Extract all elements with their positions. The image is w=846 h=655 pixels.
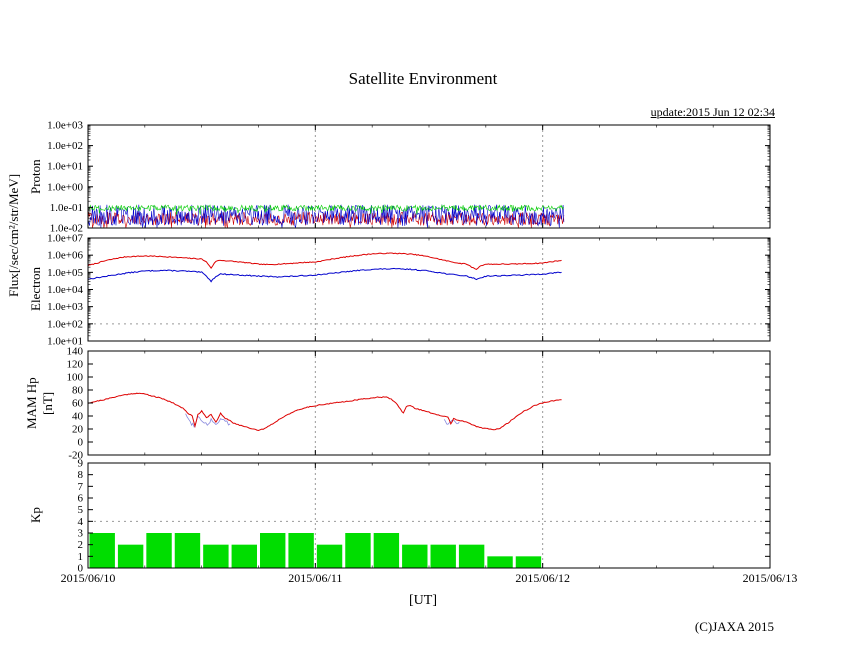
y-tick-label: 1.0e+05 bbox=[47, 267, 83, 279]
update-timestamp: update:2015 Jun 12 02:34 bbox=[650, 105, 775, 119]
panel-border bbox=[87, 237, 771, 342]
mam-hp-unit-label: [nT] bbox=[40, 391, 55, 415]
y-tick-label: 1.0e+01 bbox=[47, 161, 83, 173]
kp-bar bbox=[373, 533, 400, 568]
y-tick-label: 1.0e+02 bbox=[47, 140, 83, 152]
y-tick-label: 1.0e+01 bbox=[47, 336, 83, 348]
y-tick-label: 2 bbox=[78, 539, 84, 551]
y-tick-label: 0 bbox=[78, 437, 84, 449]
y-tick-label: 1 bbox=[78, 551, 84, 563]
kp-bar bbox=[288, 533, 314, 568]
kp-bar bbox=[402, 544, 428, 568]
y-tick-label: 1.0e+06 bbox=[47, 250, 83, 262]
y-tick-label: 1.0e+00 bbox=[47, 181, 83, 193]
x-tick-label: 2015/06/13 bbox=[742, 571, 798, 585]
kp-bar bbox=[430, 544, 456, 568]
mam-hp-blue-burst-1 bbox=[185, 413, 231, 428]
kp-bar bbox=[146, 533, 172, 568]
x-axis-title: [UT] bbox=[409, 593, 437, 608]
electron-series-red bbox=[87, 252, 562, 270]
mam-hp-blue-burst-2 bbox=[443, 419, 460, 425]
y-tick-label: 8 bbox=[78, 469, 84, 481]
y-tick-label: 6 bbox=[78, 493, 84, 505]
y-tick-label: 1.0e+03 bbox=[47, 301, 83, 313]
y-tick-label: 5 bbox=[78, 504, 84, 516]
panel-border bbox=[87, 350, 771, 456]
y-tick-label: 1.0e+07 bbox=[47, 233, 83, 245]
y-tick-label: 80 bbox=[72, 385, 84, 397]
x-tick-label: 2015/06/10 bbox=[60, 571, 116, 585]
copyright-text: (C)JAXA 2015 bbox=[694, 619, 774, 634]
y-tick-label: 1.0e+02 bbox=[47, 318, 83, 330]
kp-bar bbox=[89, 533, 115, 568]
x-tick-label: 2015/06/11 bbox=[288, 571, 343, 585]
page-title: Satellite Environment bbox=[348, 69, 498, 88]
kp-bar bbox=[117, 544, 144, 568]
kp-bar bbox=[515, 556, 542, 568]
y-tick-label: 3 bbox=[78, 528, 84, 540]
y-tick-label: 0 bbox=[78, 563, 84, 575]
kp-bar bbox=[458, 544, 485, 568]
y-tick-label: 4 bbox=[78, 516, 84, 528]
y-tick-label: 1.0e-02 bbox=[50, 223, 83, 235]
kp-bar bbox=[316, 544, 343, 568]
proton-series-green bbox=[87, 204, 564, 215]
y-tick-label: 1.0e-01 bbox=[50, 202, 83, 214]
y-tick-label: 20 bbox=[72, 424, 84, 436]
kp-bar bbox=[231, 544, 257, 568]
y-tick-label: 120 bbox=[67, 359, 84, 371]
kp-bar bbox=[345, 533, 371, 568]
y-tick-label: 100 bbox=[67, 372, 84, 384]
y-tick-label: 140 bbox=[67, 346, 84, 358]
y-tick-label: 40 bbox=[72, 411, 84, 423]
kp-bar bbox=[487, 556, 513, 568]
proton-panel-label: Proton bbox=[28, 159, 43, 195]
kp-panel-label: Kp bbox=[28, 507, 43, 524]
y-tick-label: 7 bbox=[78, 481, 84, 493]
proton-series-blue bbox=[87, 204, 565, 229]
electron-series-blue bbox=[87, 267, 562, 283]
mam-hp-panel-label: MAM Hp bbox=[24, 377, 39, 429]
kp-bar bbox=[260, 533, 286, 568]
y-tick-label: 9 bbox=[78, 458, 84, 470]
kp-bar bbox=[174, 533, 201, 568]
y-tick-label: -20 bbox=[68, 450, 83, 462]
x-tick-label: 2015/06/12 bbox=[515, 571, 570, 585]
kp-bar bbox=[203, 544, 229, 568]
mam-hp-line bbox=[87, 392, 562, 432]
y-tick-label: 1.0e+03 bbox=[47, 120, 83, 132]
x-axis-tick-labels: 2015/06/10 2015/06/11 2015/06/12 2015/06/13 bbox=[0, 571, 846, 587]
y-tick-label: 1.0e+04 bbox=[47, 284, 83, 296]
y-tick-label: 60 bbox=[72, 398, 84, 410]
electron-panel-label: Electron bbox=[28, 266, 43, 312]
flux-axis-label: Flux[/sec/cm²/str/MeV] bbox=[6, 173, 21, 297]
